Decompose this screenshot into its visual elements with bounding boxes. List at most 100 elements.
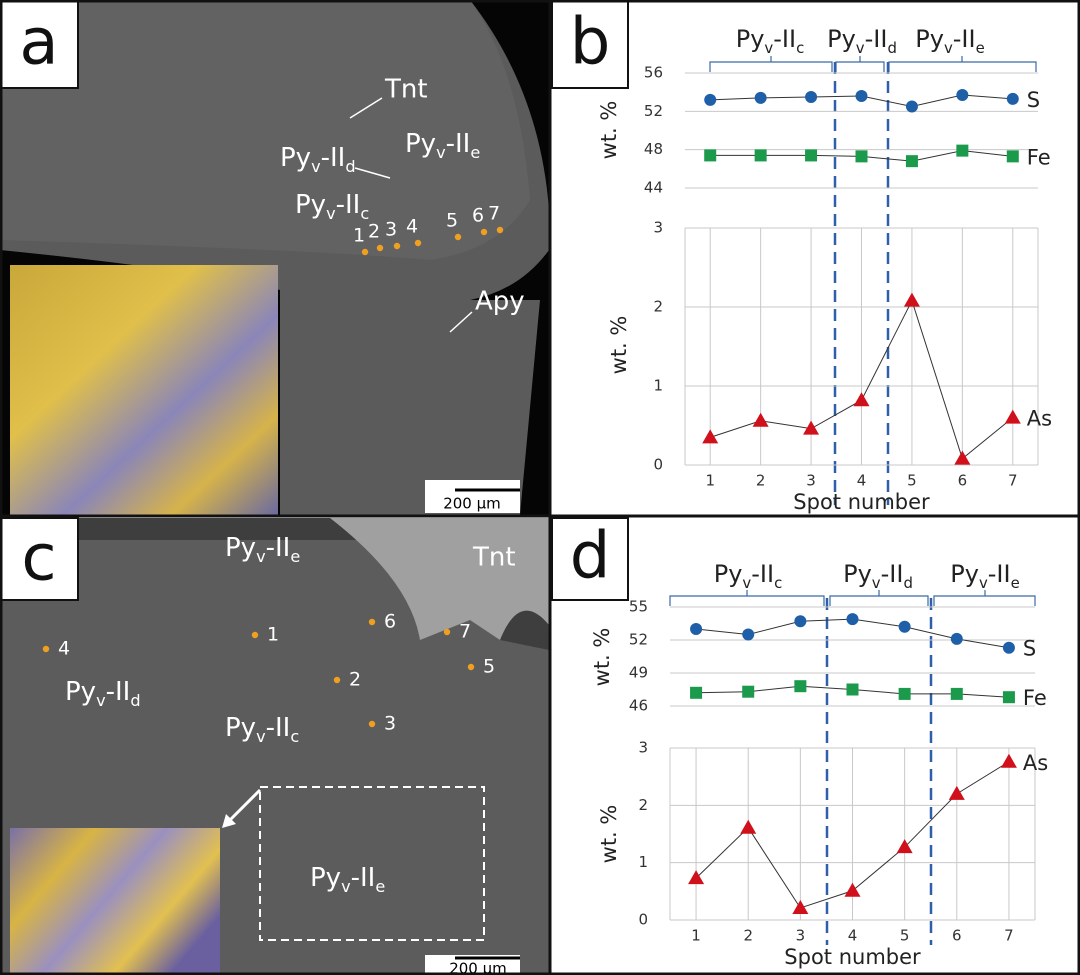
spot-number: 7 <box>488 203 500 225</box>
spot <box>467 663 475 671</box>
point <box>1006 92 1019 105</box>
y-tick-label: 2 <box>653 298 663 316</box>
zoom-box <box>259 786 485 941</box>
chart: 0 1 2 3 1 2 3 4 5 6 7 Spot number wt. % As <box>597 739 1048 970</box>
label-part: v <box>311 157 321 176</box>
label-part: Py <box>843 560 872 588</box>
y-axis-label: wt. % <box>597 101 621 160</box>
scale-box <box>425 955 520 975</box>
label-part: -II <box>446 129 471 159</box>
point <box>1000 753 1017 768</box>
spot-number: 4 <box>406 216 418 238</box>
y-axis-label: wt. % <box>597 805 621 864</box>
point <box>905 155 918 168</box>
group-label: Pyv-IIc <box>714 560 783 592</box>
spot-number: 3 <box>384 713 396 735</box>
x-tick-label: 4 <box>848 927 858 945</box>
label-part: v <box>326 204 336 223</box>
panel-c: c Tnt Pyv-IIe Pyv-IId Pyv-IIc Pyv-IIe 12… <box>0 517 549 975</box>
scale-label: 200 µm <box>449 960 507 975</box>
pointer <box>449 311 473 333</box>
y-tick-label: 1 <box>638 853 648 871</box>
point <box>898 687 911 700</box>
label-part: Py <box>405 129 436 159</box>
image-label: Pyv-IId <box>65 677 141 711</box>
point <box>794 615 807 628</box>
label-part: v <box>742 574 751 592</box>
y-tick-label: 52 <box>644 102 663 120</box>
series-label: S <box>1023 637 1036 661</box>
brace <box>669 590 825 606</box>
label-part: -II <box>953 25 976 53</box>
label-part: e <box>290 547 300 566</box>
image-label: Pyv-IIc <box>225 713 299 747</box>
label-part: Py <box>736 25 765 53</box>
image-label: Pyv-IIe <box>405 129 480 163</box>
x-tick-label: 5 <box>907 472 917 490</box>
group-label: Pyv-IIe <box>950 560 1019 592</box>
tnt-grain <box>330 518 549 640</box>
series-label: As <box>1023 751 1048 775</box>
x-tick-label: 2 <box>743 927 753 945</box>
point <box>742 628 755 641</box>
y-tick-label: 2 <box>638 796 648 814</box>
spot <box>480 228 488 236</box>
y-tick-label: 44 <box>644 179 663 197</box>
series-label: Fe <box>1023 686 1047 710</box>
point <box>754 149 767 162</box>
x-tick-label: 7 <box>1008 472 1018 490</box>
spots: 1 2 3 4 5 6 7 <box>42 611 495 735</box>
label-part: v <box>944 39 953 57</box>
chart: 0 1 2 3 1 2 3 4 5 6 7 Spot number wt. % As <box>607 219 1052 515</box>
point <box>742 685 755 698</box>
point <box>704 149 717 162</box>
y-tick-label: 49 <box>629 664 648 682</box>
point <box>805 149 818 162</box>
label-part: e <box>470 143 480 162</box>
inset-image <box>10 828 220 975</box>
scale-box <box>425 480 520 513</box>
label-part: -II <box>266 533 291 563</box>
spot <box>251 631 259 639</box>
pointer <box>354 167 391 179</box>
spot <box>333 676 341 684</box>
label-part: -II <box>865 25 888 53</box>
brace <box>933 590 1036 606</box>
point <box>846 613 859 626</box>
series-label: Fe <box>1027 145 1051 169</box>
label-part: c <box>796 39 804 57</box>
chart: 46 49 52 55 wt. % S Fe <box>590 598 1047 715</box>
spot <box>376 244 384 252</box>
label-part: Py <box>714 560 743 588</box>
image-label: Tnt <box>472 543 516 573</box>
label-part: Py <box>225 533 256 563</box>
point <box>688 870 705 885</box>
x-axis-label: Spot number <box>784 945 921 969</box>
grain <box>0 0 530 260</box>
label-part: Py <box>915 25 944 53</box>
group-label: Pyv-IId <box>843 560 913 592</box>
group-label: Pyv-IId <box>827 25 897 57</box>
point <box>844 882 861 897</box>
spot <box>443 628 451 636</box>
point <box>898 620 911 633</box>
label-part: -II <box>266 713 291 743</box>
spot-number: 5 <box>483 656 495 678</box>
point <box>1004 409 1021 424</box>
arrow-head <box>222 814 236 828</box>
point <box>704 93 717 106</box>
label-part: -II <box>773 25 796 53</box>
image-label: Pyv-IIe <box>310 863 385 897</box>
y-tick-label: 0 <box>638 911 648 929</box>
point <box>948 785 965 800</box>
y-tick-label: 3 <box>653 219 663 237</box>
label-part: -II <box>106 677 131 707</box>
panel-b <box>552 0 1080 515</box>
label-part: d <box>903 574 912 592</box>
x-tick-label: 6 <box>958 472 968 490</box>
label-part: -II <box>336 190 361 220</box>
spot <box>393 242 401 250</box>
